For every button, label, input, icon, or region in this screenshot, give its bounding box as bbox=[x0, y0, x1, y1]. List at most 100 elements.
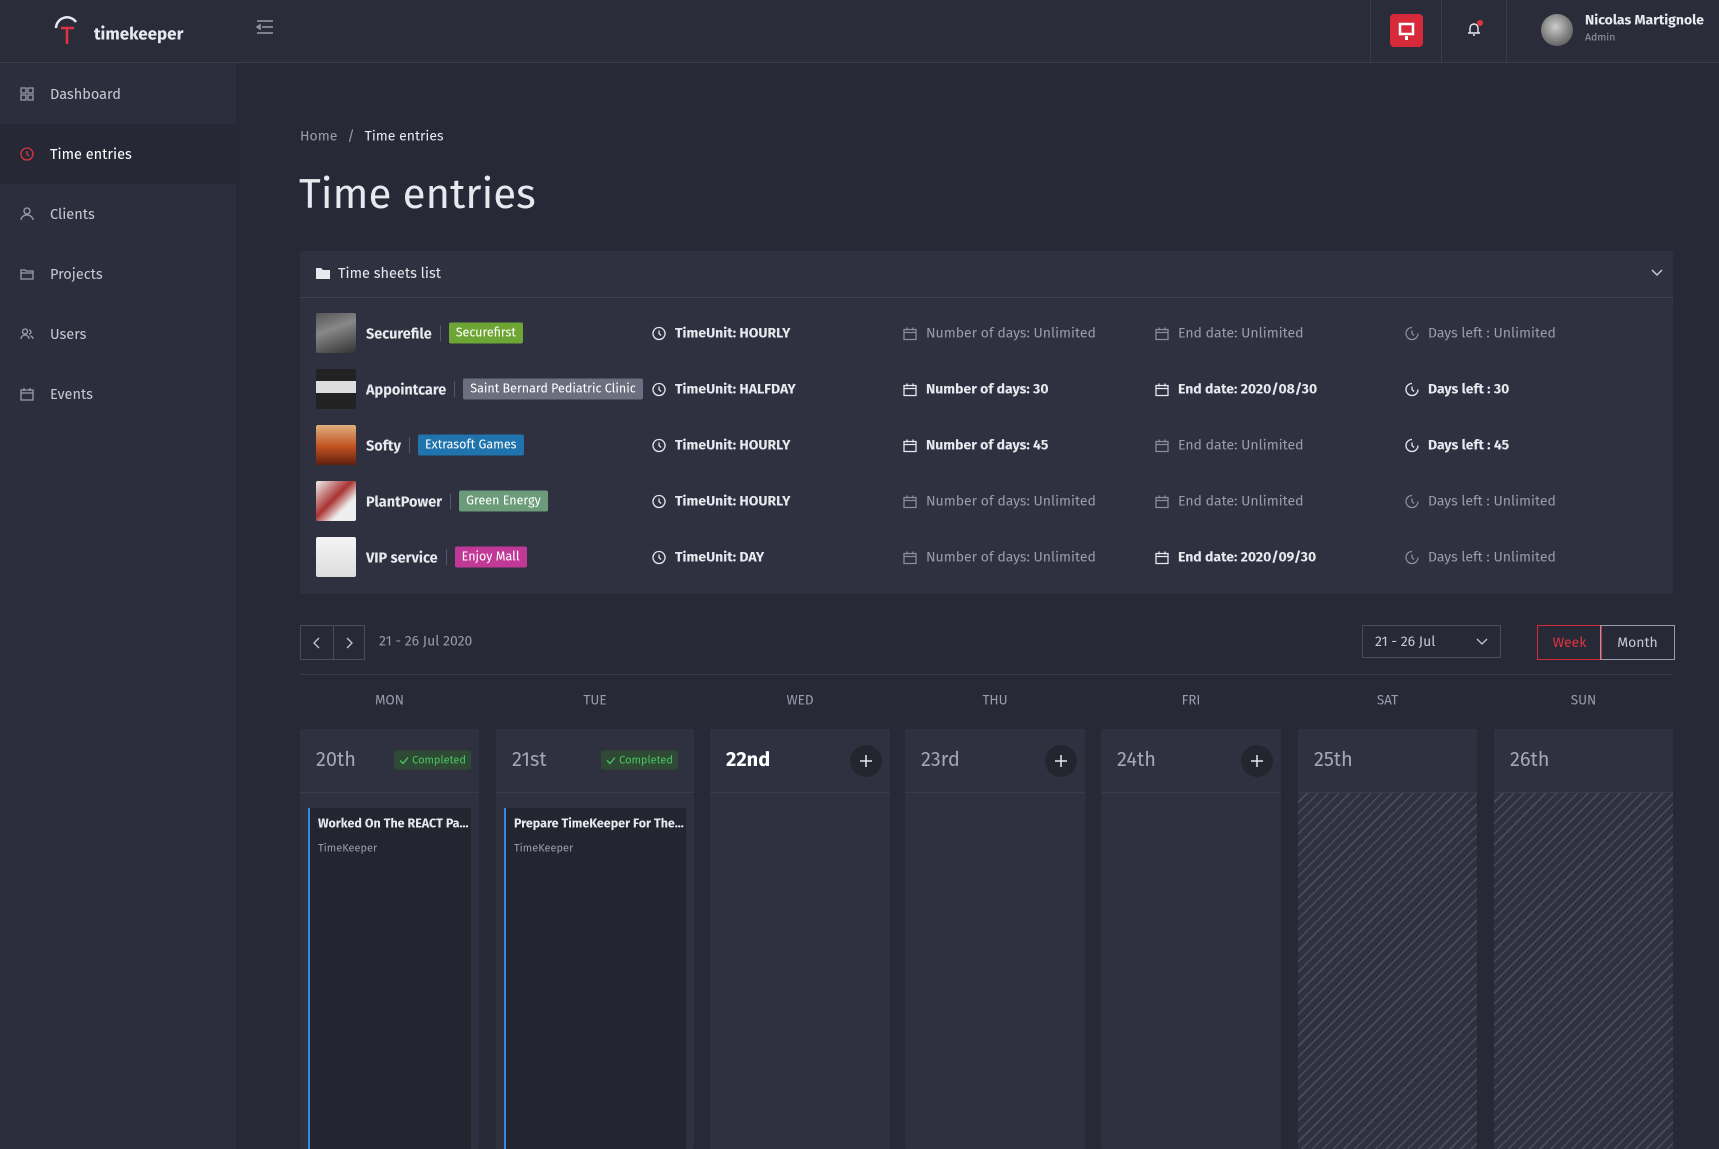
project-thumb bbox=[316, 425, 356, 465]
timesheet-end: End date: Unlimited bbox=[1155, 493, 1303, 510]
date-range: 21 - 26 Jul 2020 bbox=[379, 632, 473, 650]
weekend-fill bbox=[1298, 793, 1477, 1149]
brand: timekeeper bbox=[94, 23, 184, 45]
nav-label: Projects bbox=[50, 265, 103, 283]
project-row[interactable]: Appointcare Saint Bernard Pediatric Clini… bbox=[366, 378, 643, 400]
divider bbox=[1370, 0, 1371, 62]
timesheet-end: End date: 2020/08/30 bbox=[1155, 381, 1317, 398]
end-text: End date: Unlimited bbox=[1178, 436, 1304, 454]
time-entry[interactable]: Worked On The REACT Pa... TimeKeeper bbox=[308, 808, 471, 1149]
end-text: End date: Unlimited bbox=[1178, 324, 1304, 342]
project-row[interactable]: PlantPower Green Energy bbox=[366, 490, 548, 512]
weekend-fill bbox=[1494, 793, 1673, 1149]
days-text: Number of days: Unlimited bbox=[926, 492, 1096, 510]
next-button[interactable] bbox=[334, 625, 365, 660]
avatar[interactable] bbox=[1541, 14, 1573, 46]
timesheet-days: Number of days: Unlimited bbox=[903, 493, 1096, 510]
left-text: Days left : Unlimited bbox=[1428, 492, 1556, 510]
separator bbox=[408, 437, 410, 453]
day-header-border bbox=[496, 792, 694, 793]
end-text: End date: 2020/09/30 bbox=[1178, 548, 1317, 566]
timesheet-left: Days left : 30 bbox=[1405, 381, 1509, 398]
user-role: Admin bbox=[1585, 30, 1616, 44]
separator bbox=[445, 549, 447, 565]
add-entry-button[interactable] bbox=[850, 745, 882, 777]
status-text: Completed bbox=[412, 753, 466, 767]
project-name: VIP service bbox=[366, 548, 438, 566]
project-thumb bbox=[316, 537, 356, 577]
notifications[interactable] bbox=[1465, 19, 1485, 39]
nav-item[interactable]: Clients bbox=[0, 184, 236, 244]
timesheet-unit: TimeUnit: HOURLY bbox=[652, 325, 790, 342]
day-header-border bbox=[300, 792, 479, 793]
entry-title: Worked On The REACT Pa... bbox=[318, 816, 469, 832]
day-column: 22nd bbox=[710, 729, 890, 1149]
prev-button[interactable] bbox=[300, 625, 334, 660]
unit-text: TimeUnit: HOURLY bbox=[675, 324, 791, 342]
weekday-label: SAT bbox=[1376, 691, 1399, 709]
project-row[interactable]: Securefile Securefirst bbox=[366, 322, 523, 344]
pager bbox=[300, 625, 365, 660]
user-name: Nicolas Martignole bbox=[1585, 11, 1704, 29]
project-row[interactable]: VIP service Enjoy Mall bbox=[366, 546, 527, 568]
weekday-label: THU bbox=[982, 691, 1008, 709]
timesheet-unit: TimeUnit: DAY bbox=[652, 549, 764, 566]
left-text: Days left : Unlimited bbox=[1428, 548, 1556, 566]
weekday-label: WED bbox=[786, 691, 814, 709]
separator bbox=[454, 381, 456, 397]
nav-label: Time entries bbox=[50, 145, 132, 163]
timesheet-panel: Time sheets list Securefile Securefirst Ti… bbox=[300, 251, 1673, 594]
collapse-toggle[interactable] bbox=[1651, 268, 1663, 278]
range-select[interactable]: 21 - 26 Jul bbox=[1362, 625, 1501, 658]
page-title: Time entries bbox=[299, 170, 536, 220]
day-column: 21st Completed Prepare TimeKeeper For The.… bbox=[496, 729, 694, 1149]
timesheet-left: Days left : Unlimited bbox=[1405, 549, 1556, 566]
project-name: Softy bbox=[366, 436, 401, 454]
panel-title: Time sheets list bbox=[338, 264, 442, 282]
week-button[interactable]: Week bbox=[1537, 625, 1602, 660]
day-header-border bbox=[1494, 792, 1673, 793]
day-column: 26th bbox=[1494, 729, 1673, 1149]
timesheet-end: End date: 2020/09/30 bbox=[1155, 549, 1316, 566]
weekday-label: TUE bbox=[583, 691, 607, 709]
add-entry-button[interactable] bbox=[1241, 745, 1273, 777]
separator bbox=[439, 325, 441, 341]
project-name: PlantPower bbox=[366, 492, 443, 510]
day-header-border bbox=[710, 792, 890, 793]
timesheet-days: Number of days: Unlimited bbox=[903, 325, 1096, 342]
nav-item[interactable]: Events bbox=[0, 364, 236, 424]
divider bbox=[1506, 0, 1507, 62]
add-entry-button[interactable] bbox=[1045, 745, 1077, 777]
range-select-text: 21 - 26 Jul bbox=[1375, 633, 1436, 650]
timesheet-days: Number of days: 30 bbox=[903, 381, 1049, 398]
nav-item[interactable]: Time entries bbox=[0, 124, 236, 184]
end-text: End date: 2020/08/30 bbox=[1178, 380, 1318, 398]
entry-project: TimeKeeper bbox=[318, 841, 378, 855]
nav-item[interactable]: Projects bbox=[0, 244, 236, 304]
nav-item[interactable]: Dashboard bbox=[0, 64, 236, 124]
breadcrumb-current: Time entries bbox=[364, 127, 444, 145]
timesheet-days: Number of days: Unlimited bbox=[903, 549, 1096, 566]
separator bbox=[450, 493, 452, 509]
nav-item[interactable]: Users bbox=[0, 304, 236, 364]
menu-toggle[interactable] bbox=[256, 19, 274, 35]
project-row[interactable]: Softy Extrasoft Games bbox=[366, 434, 524, 456]
client-tag: Saint Bernard Pediatric Clinic bbox=[463, 378, 643, 400]
app-icon[interactable] bbox=[1390, 14, 1423, 47]
divider bbox=[1441, 0, 1442, 62]
timesheet-unit: TimeUnit: HALFDAY bbox=[652, 381, 796, 398]
breadcrumb-link[interactable]: Home bbox=[300, 127, 338, 145]
unit-text: TimeUnit: HALFDAY bbox=[675, 380, 796, 398]
entry-title: Prepare TimeKeeper For The... bbox=[514, 816, 684, 832]
status-text: Completed bbox=[619, 753, 673, 767]
month-button[interactable]: Month bbox=[1600, 625, 1675, 660]
time-entry[interactable]: Prepare TimeKeeper For The... TimeKeeper bbox=[504, 808, 686, 1149]
day-label: 24th bbox=[1117, 748, 1156, 772]
panel-divider bbox=[300, 297, 1673, 298]
timesheet-end: End date: Unlimited bbox=[1155, 437, 1303, 454]
timesheet-left: Days left : Unlimited bbox=[1405, 493, 1556, 510]
nav-label: Events bbox=[50, 385, 93, 403]
day-column: 25th bbox=[1298, 729, 1477, 1149]
day-label: 25th bbox=[1314, 748, 1353, 772]
